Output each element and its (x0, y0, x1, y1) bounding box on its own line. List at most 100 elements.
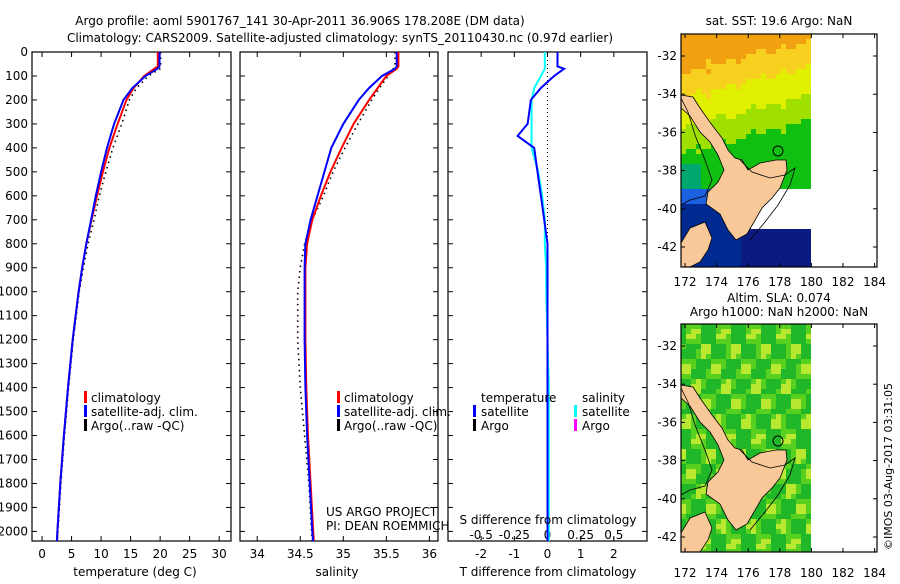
sst-cell (791, 104, 796, 109)
sst-cell (731, 264, 736, 267)
sla-cell (711, 469, 716, 474)
sla-cell (686, 379, 691, 384)
sst-cell (706, 264, 711, 267)
sst-cell (801, 249, 806, 254)
sst-cell (781, 184, 786, 189)
sla-cell (761, 379, 766, 384)
sst-cell (746, 139, 751, 144)
sla-cell (776, 379, 781, 384)
sla-cell (706, 349, 711, 354)
sst-cell (806, 74, 811, 79)
sla-cell (736, 544, 741, 549)
sla-cell (706, 449, 711, 454)
sst-cell (766, 239, 771, 244)
sst-cell (781, 249, 786, 254)
sla-cell (776, 339, 781, 344)
sst-cell (801, 154, 806, 159)
sst-cell (751, 44, 756, 49)
sla-cell (796, 514, 801, 519)
sst-cell (681, 119, 686, 124)
sla-cell (776, 409, 781, 414)
sla-cell (731, 434, 736, 439)
sla-cell (751, 419, 756, 424)
sst-cell (786, 39, 791, 44)
salinity-difference-line (530, 52, 550, 541)
sst-cell (736, 74, 741, 79)
sla-cell (726, 334, 731, 339)
sla-cell (791, 359, 796, 364)
x-axis-difference: -2 -1 0 1 2 (475, 52, 618, 561)
sst-cell (741, 74, 746, 79)
sla-cell (721, 534, 726, 539)
sst-cell (801, 239, 806, 244)
sst-cell (756, 39, 761, 44)
sla-cell (796, 504, 801, 509)
sla-cell (691, 444, 696, 449)
sla-cell (726, 394, 731, 399)
sst-cell (751, 99, 756, 104)
sst-cell (706, 39, 711, 44)
sla-cell (756, 324, 761, 329)
lat-tick-label: -42 (657, 240, 677, 254)
sst-cell (806, 139, 811, 144)
sst-cell (776, 239, 781, 244)
sla-cell (701, 474, 706, 479)
sst-cell (736, 44, 741, 49)
sst-cell (786, 124, 791, 129)
sla-cell (761, 524, 766, 529)
sla-cell (741, 439, 746, 444)
sst-cell (761, 159, 766, 164)
sst-cell (716, 54, 721, 59)
sla-cell (711, 339, 716, 344)
sst-cell (806, 59, 811, 64)
sst-cell (716, 169, 721, 174)
sst-cell (761, 49, 766, 54)
sla-cell (776, 534, 781, 539)
sla-cell (681, 449, 686, 454)
sst-cell (786, 94, 791, 99)
sst-cell (786, 174, 791, 179)
sla-cell (706, 359, 711, 364)
sla-cell (791, 389, 796, 394)
sla-cell (806, 404, 811, 409)
sla-cell (706, 329, 711, 334)
sst-cell (756, 254, 761, 259)
sla-cell (701, 334, 706, 339)
x-tick-label: 35.5 (373, 547, 400, 561)
x-tick-label: 0 (38, 547, 46, 561)
lat-tick-label: -40 (657, 492, 677, 506)
sst-cell (781, 34, 786, 39)
sla-cell (771, 329, 776, 334)
sst-cell (726, 129, 731, 134)
sst-cell (701, 264, 706, 267)
sla-cell (686, 324, 691, 329)
sst-cell (741, 254, 746, 259)
sst-cell (746, 159, 751, 164)
title-line-1: Argo profile: aoml 5901767_141 30-Apr-20… (75, 14, 524, 28)
sst-cell (711, 109, 716, 114)
sst-cell (686, 159, 691, 164)
sst-cell (791, 234, 796, 239)
sla-cell (681, 324, 686, 329)
sla-cell (701, 329, 706, 334)
sla-cell (691, 499, 696, 504)
sla-cell (716, 384, 721, 389)
sla-cell (681, 434, 686, 439)
sla-cell (701, 344, 706, 349)
sla-cell (736, 329, 741, 334)
sst-cell (711, 94, 716, 99)
sst-cell (806, 239, 811, 244)
sst-cell (761, 84, 766, 89)
sla-cell (806, 489, 811, 494)
sst-cell (761, 104, 766, 109)
sla-cell (746, 429, 751, 434)
sla-cell (691, 339, 696, 344)
sla-cell (741, 354, 746, 359)
sla-cell (711, 349, 716, 354)
sla-cell (741, 399, 746, 404)
sst-cell (806, 134, 811, 139)
sst-cell (736, 154, 741, 159)
lon-tick-label: 182 (832, 275, 855, 289)
sla-cell (691, 489, 696, 494)
sst-cell (806, 84, 811, 89)
